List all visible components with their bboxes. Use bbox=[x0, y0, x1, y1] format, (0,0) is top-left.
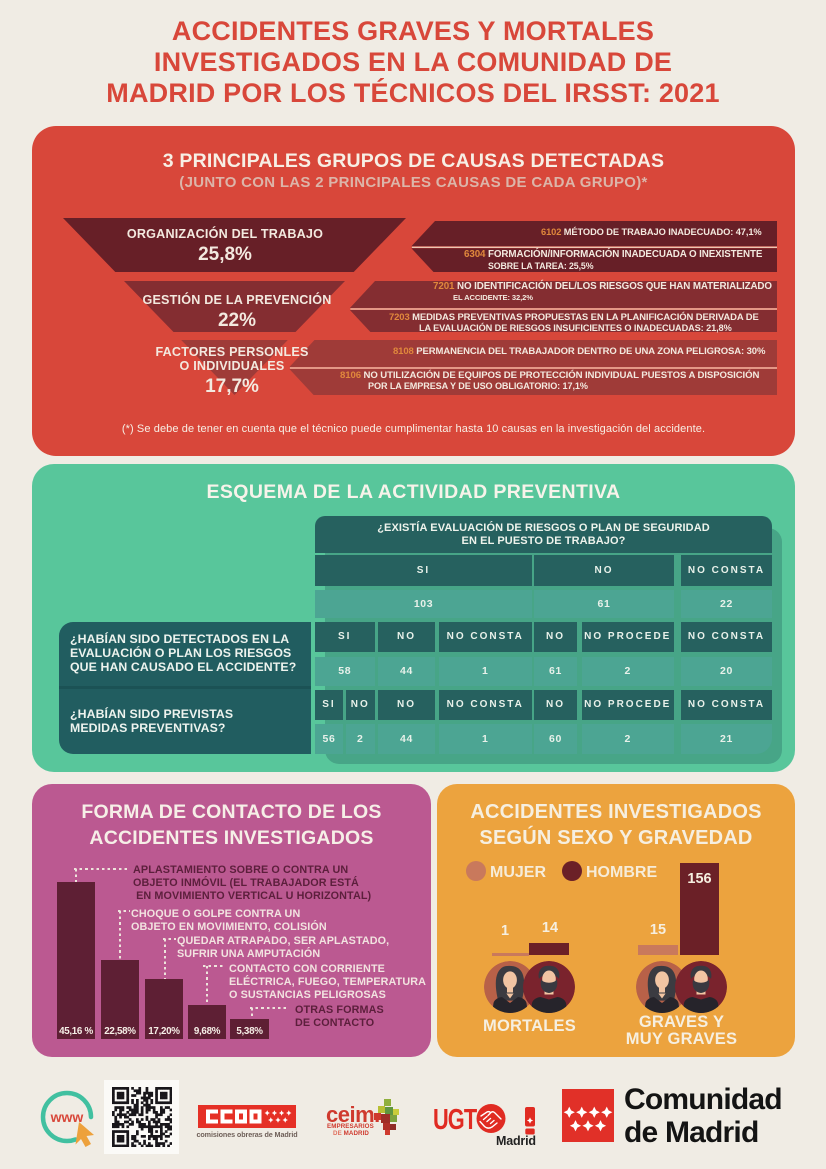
svg-text:www: www bbox=[50, 1109, 84, 1125]
